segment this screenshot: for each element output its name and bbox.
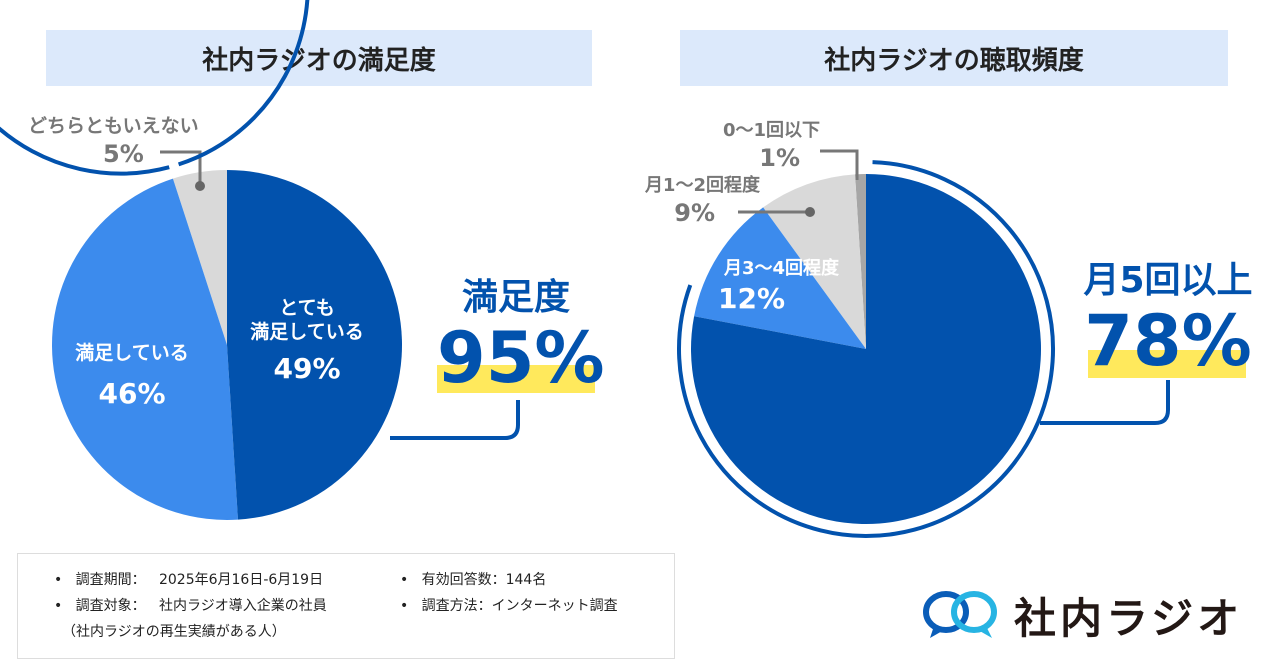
chart2-outer-ring [677, 160, 1055, 538]
chart1-slice-0 [227, 170, 402, 520]
chart1-outer-ring [0, 0, 310, 176]
chart1-gray-leader [160, 150, 202, 185]
chart1-title: 社内ラジオの満足度 [46, 30, 592, 86]
c1-s0-label: とても 満足している 49% [250, 297, 364, 385]
survey-notes: • 調査期間： 2025年6月16日-6月19日 • 調査対象： 社内ラジオ導入… [17, 553, 675, 659]
chart2-highlight [1088, 350, 1246, 378]
chart2-slice-2 [763, 174, 866, 349]
note-target-detail: （社内ラジオの再生実績がある人） [62, 624, 286, 640]
chart2-slice-1 [694, 207, 866, 349]
chart2-gray-dot [805, 207, 815, 217]
c1-s1-label: 満足している 46% [75, 342, 189, 410]
chart1-slice-2 [172, 170, 227, 345]
note-method: • 調査方法：インターネット調査 [400, 598, 618, 614]
chart2-slice-0 [691, 174, 1041, 524]
c2-s3-label: 0〜1回以下 1% [722, 120, 820, 172]
c1-summary: 満足度 95% [437, 277, 605, 399]
chart1-gray-dot [195, 181, 205, 191]
chart1-leader-line [390, 400, 520, 440]
note-period: • 調査期間： 2025年6月16日-6月19日 [54, 572, 324, 588]
note-target: • 調査対象： 社内ラジオ導入企業の社員 [54, 598, 327, 614]
c2-summary: 月5回以上 78% [1083, 260, 1253, 382]
speech-bubbles-icon [923, 590, 997, 638]
c1-s2-label: どちらともいえない 5% [28, 115, 199, 168]
c2-s1-label: 月3〜4回程度 12% [718, 258, 840, 315]
chart2-small-leader [820, 149, 859, 180]
logo: 社内ラジオ [920, 585, 1243, 646]
chart2-slice-3 [855, 174, 866, 349]
chart1-slice-1 [52, 178, 238, 520]
note-responses: • 有効回答数：144名 [400, 572, 547, 588]
chart2-title: 社内ラジオの聴取頻度 [680, 30, 1228, 86]
chart1-highlight [437, 365, 595, 393]
chart2-leader-line [1040, 380, 1170, 425]
c2-s2-label: 月1〜2回程度 9% [644, 175, 760, 227]
